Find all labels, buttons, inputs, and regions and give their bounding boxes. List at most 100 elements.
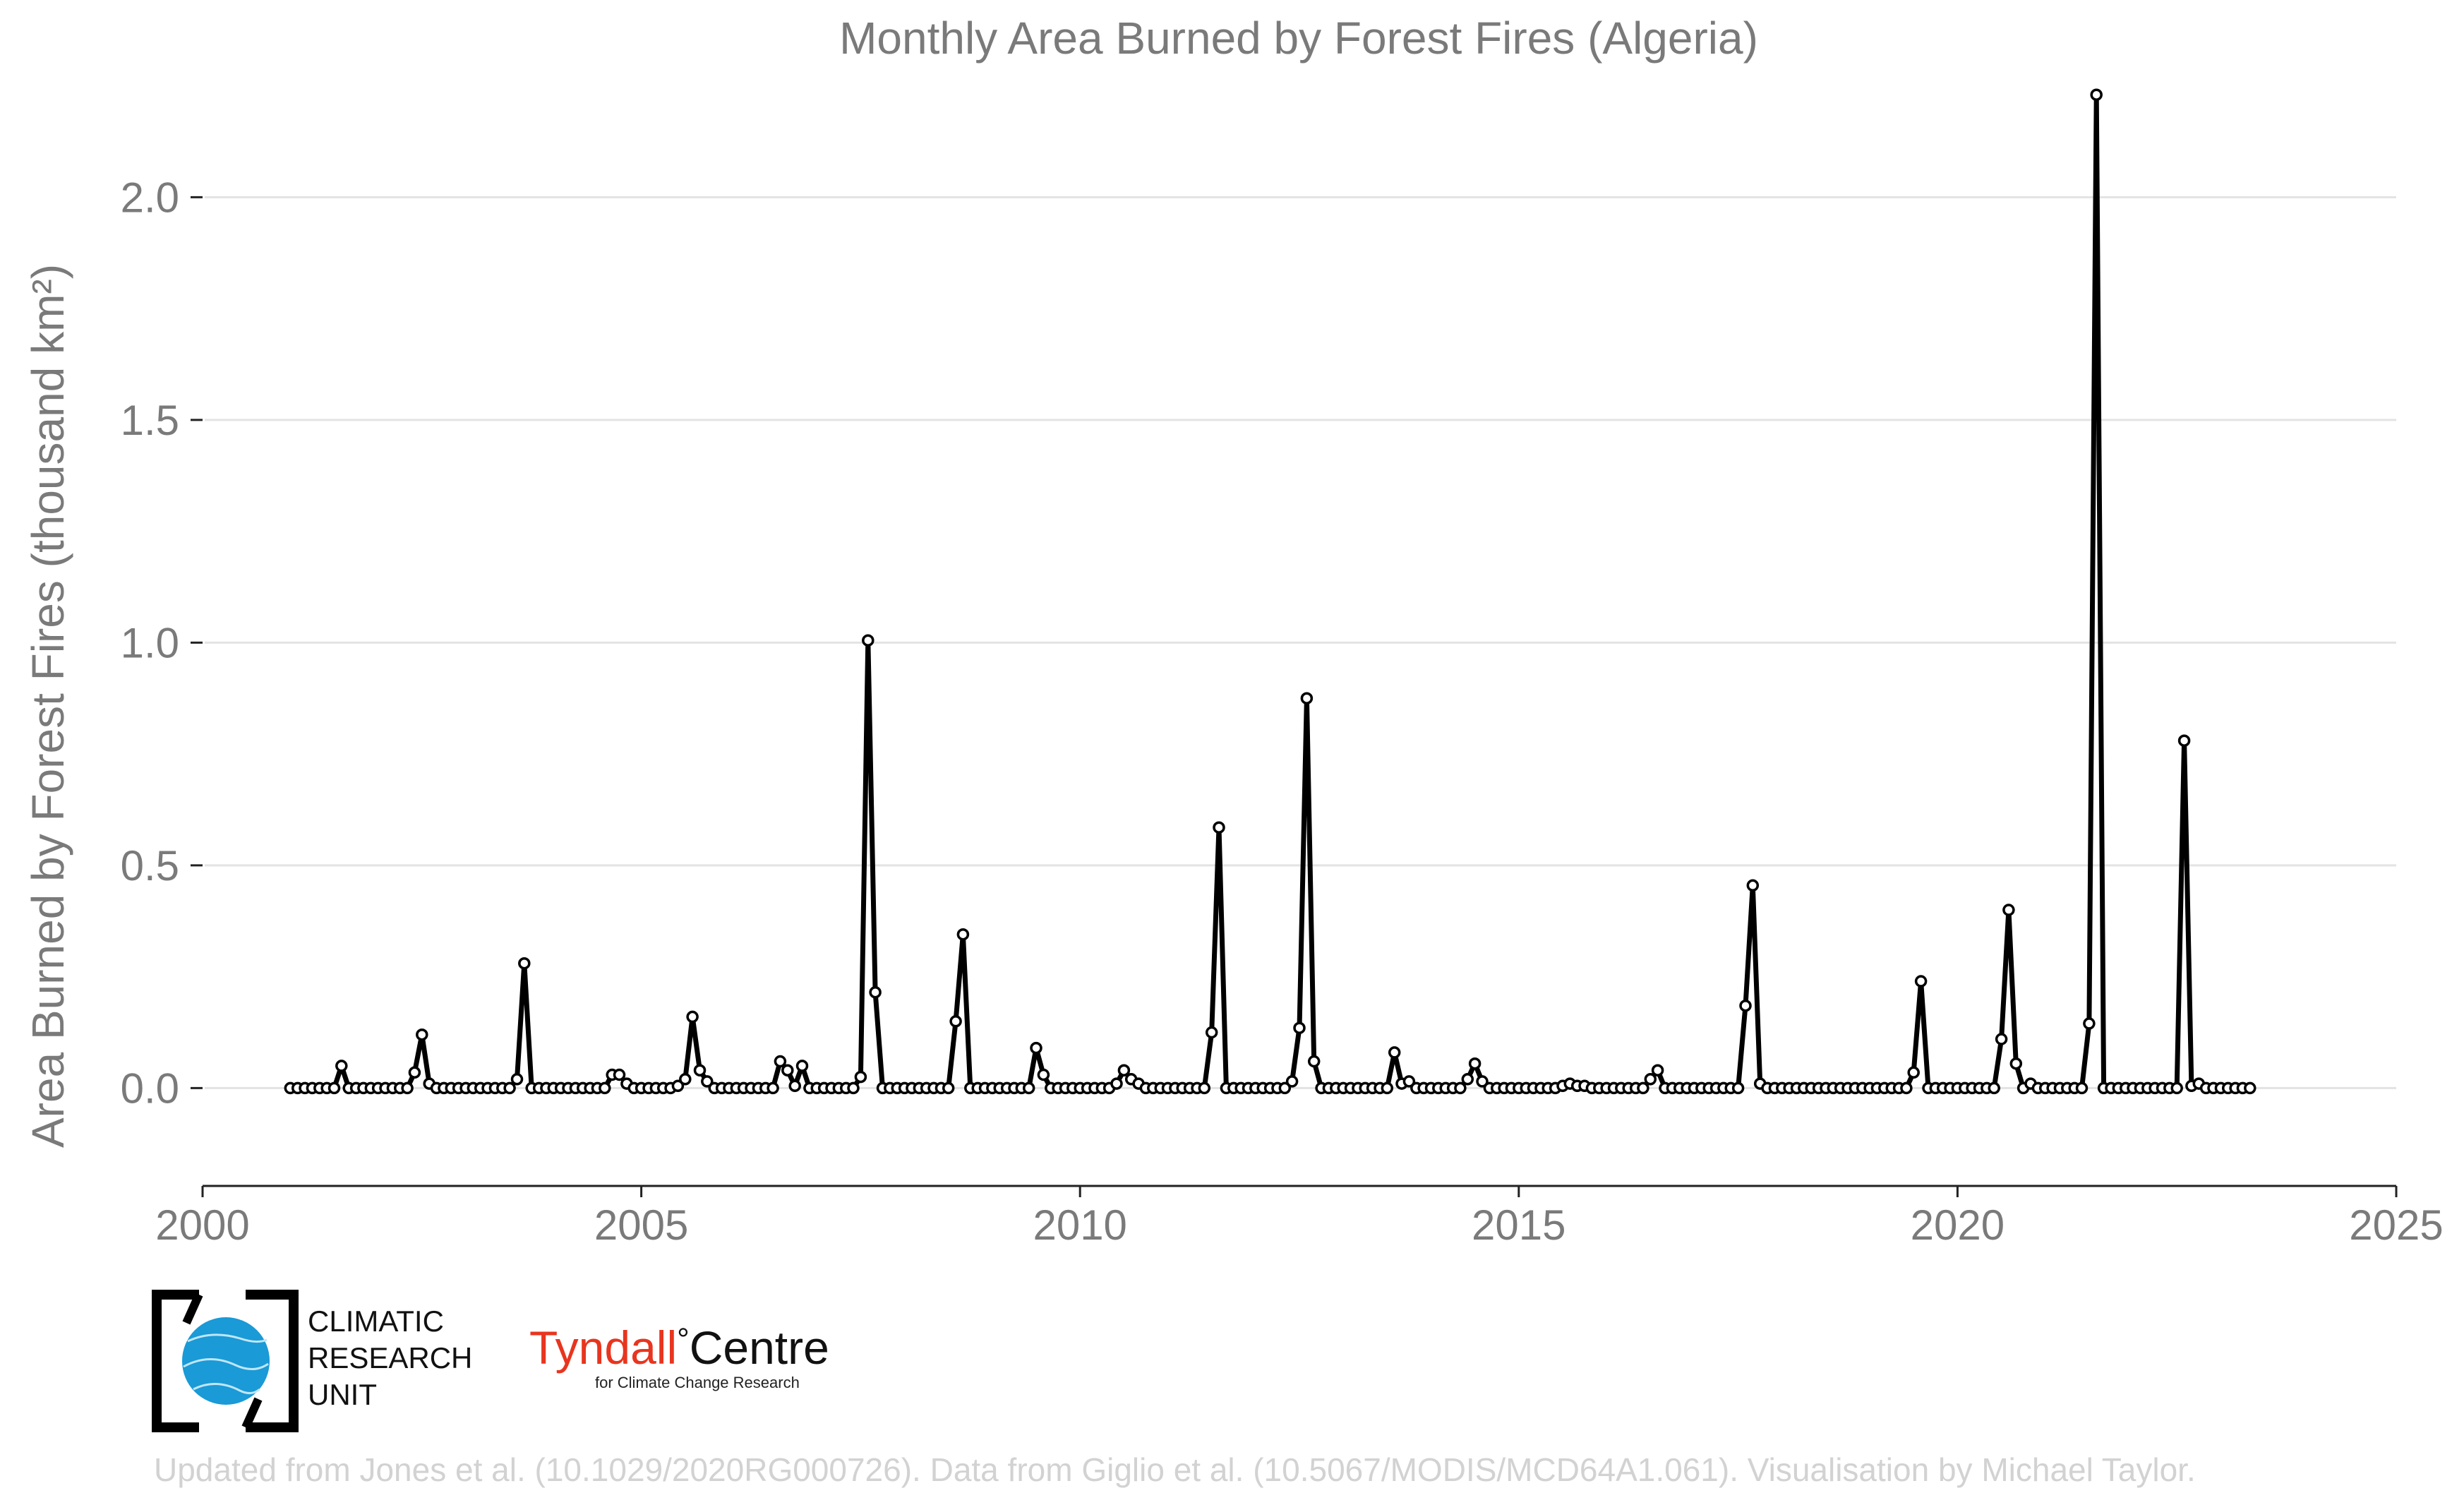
- data-point: [2177, 734, 2191, 747]
- series-line: [290, 92, 2250, 1091]
- data-point: [701, 1075, 714, 1088]
- data-point: [1307, 1055, 1321, 1068]
- data-point: [795, 1060, 809, 1072]
- data-point: [693, 1064, 707, 1077]
- data-point: [613, 1068, 626, 1081]
- globe-contour-1: [187, 1333, 268, 1343]
- cru-text-line-1: CLIMATIC: [308, 1305, 444, 1338]
- data-point: [1907, 1066, 1920, 1079]
- data-point: [335, 1060, 348, 1072]
- data-point: [956, 928, 970, 941]
- y-axis: 0.0 0.5 1.0 1.5 2.0: [121, 174, 203, 1112]
- data-point: [1198, 1081, 1211, 1095]
- data-point: [679, 1073, 692, 1086]
- y-tick-label: 0.0: [121, 1065, 179, 1112]
- data-point: [1995, 1033, 2008, 1045]
- data-point: [767, 1081, 779, 1095]
- data-point: [847, 1081, 860, 1095]
- data-point: [503, 1081, 516, 1095]
- data-point: [2002, 904, 2015, 916]
- globe-contour-3: [193, 1382, 260, 1394]
- data-point: [1300, 692, 1314, 704]
- data-point: [2244, 1081, 2256, 1095]
- data-point: [1746, 879, 1760, 892]
- data-point: [686, 1010, 699, 1024]
- tyndall-degree: °: [677, 1322, 690, 1357]
- x-tick-label: 2000: [155, 1201, 249, 1249]
- data-point: [1037, 1068, 1050, 1081]
- data-point: [599, 1081, 611, 1095]
- data-point: [1285, 1075, 1299, 1088]
- data-point: [2090, 88, 2103, 101]
- tyndall-subtitle: for Climate Change Research: [595, 1374, 800, 1391]
- data-point: [2009, 1057, 2023, 1070]
- data-point: [1454, 1081, 1467, 1095]
- x-tick-label: 2020: [1911, 1201, 2005, 1249]
- data-point: [1278, 1081, 1292, 1095]
- x-tick-label: 2010: [1033, 1201, 1126, 1249]
- cru-bracket-left: [152, 1290, 199, 1432]
- y-tick-label: 0.5: [121, 842, 179, 889]
- data-point: [862, 634, 875, 647]
- svg-text:Tyndall°Centre: Tyndall°Centre: [529, 1321, 829, 1374]
- cru-slash-bottom: [241, 1397, 263, 1429]
- data-point: [1739, 999, 1752, 1012]
- data-point: [854, 1070, 867, 1084]
- data-point: [2170, 1081, 2183, 1095]
- chart-title: Monthly Area Burned by Forest Fires (Alg…: [839, 13, 1758, 64]
- data-point: [1110, 1077, 1123, 1090]
- x-tick-label: 2015: [1472, 1201, 1565, 1249]
- data-point: [1637, 1081, 1649, 1095]
- tyndall-word: Tyndall: [529, 1321, 677, 1374]
- x-axis: 2000 2005 2010 2015 2020 2025: [155, 1185, 2444, 1249]
- data-point: [869, 985, 882, 999]
- data-point: [1731, 1081, 1745, 1095]
- data-point: [416, 1028, 428, 1041]
- data-point: [1476, 1075, 1489, 1088]
- data-point: [327, 1081, 341, 1095]
- x-tick-label: 2005: [594, 1201, 688, 1249]
- data-point: [1900, 1081, 1913, 1095]
- data-point: [942, 1081, 955, 1095]
- data-point: [1402, 1075, 1416, 1088]
- data-point: [949, 1015, 962, 1028]
- y-tick-label: 2.0: [121, 174, 179, 221]
- data-point: [401, 1081, 414, 1095]
- data-point: [2083, 1017, 2096, 1030]
- data-point: [774, 1055, 787, 1068]
- data-point: [1030, 1041, 1042, 1055]
- credit-line: Updated from Jones et al. (10.1029/2020R…: [154, 1451, 2196, 1488]
- cru-logo: CLIMATIC RESEARCH UNIT: [152, 1290, 472, 1432]
- data-point: [1117, 1064, 1131, 1077]
- y-axis-label: Area Burned by Forest Fires (thousand km…: [23, 264, 73, 1148]
- data-point: [1293, 1021, 1306, 1034]
- data-point: [1022, 1081, 1035, 1095]
- y-tick-label: 1.5: [121, 397, 179, 444]
- data-point: [1468, 1057, 1482, 1070]
- data-point: [1461, 1073, 1474, 1086]
- cru-text-line-2: RESEARCH: [308, 1341, 472, 1374]
- series-area-burned: [284, 88, 2256, 1095]
- data-point: [1988, 1081, 2000, 1095]
- data-point: [518, 957, 531, 970]
- data-point: [1388, 1046, 1401, 1059]
- tyndall-centre-word: Centre: [690, 1321, 829, 1374]
- cru-text-line-3: UNIT: [308, 1378, 377, 1411]
- data-point: [781, 1064, 794, 1077]
- data-point: [1381, 1081, 1394, 1095]
- data-point: [671, 1079, 685, 1093]
- data-point: [1644, 1073, 1657, 1086]
- data-point: [788, 1079, 801, 1093]
- data-point: [1213, 821, 1225, 834]
- data-point: [510, 1073, 524, 1086]
- globe-contour-2: [183, 1358, 269, 1370]
- y-tick-label: 1.0: [121, 619, 179, 666]
- data-point: [1914, 975, 1928, 988]
- data-point: [1651, 1064, 1664, 1077]
- data-point: [1205, 1026, 1218, 1039]
- data-point: [2075, 1081, 2089, 1095]
- x-tick-label: 2025: [2349, 1201, 2443, 1249]
- cru-slash-top: [182, 1293, 203, 1325]
- tyndall-logo: Tyndall°Centre for Climate Change Resear…: [529, 1321, 829, 1391]
